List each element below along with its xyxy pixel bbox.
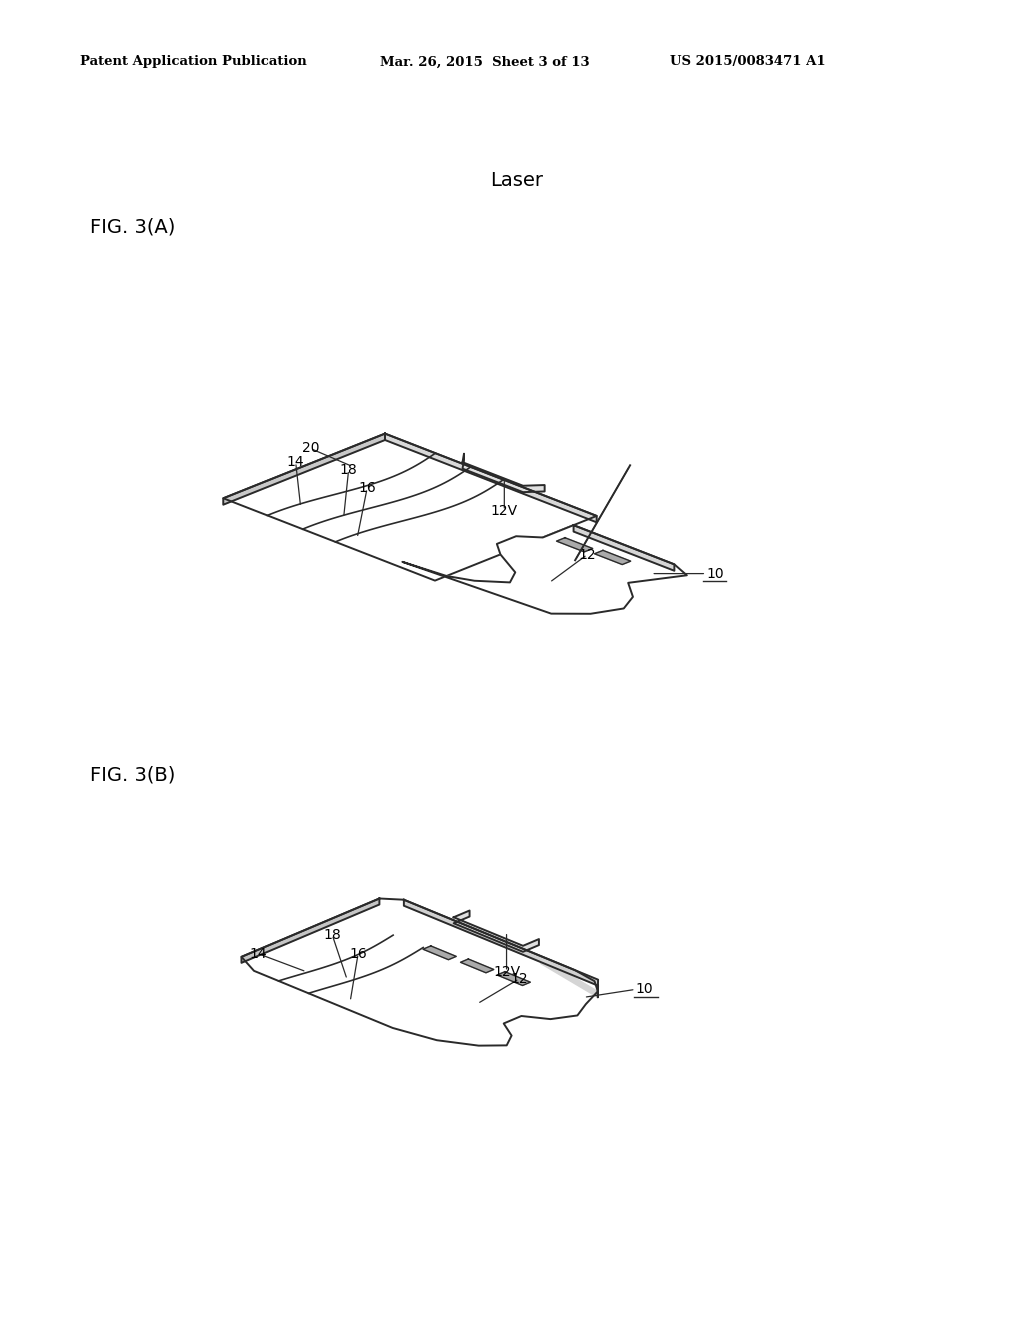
Polygon shape [402, 525, 687, 614]
Text: 12V: 12V [493, 965, 520, 978]
Text: 14: 14 [287, 455, 304, 469]
Polygon shape [541, 957, 598, 998]
Polygon shape [556, 537, 593, 552]
Polygon shape [454, 911, 539, 952]
Text: 12V: 12V [490, 504, 518, 517]
Text: 14: 14 [250, 946, 267, 961]
Text: US 2015/0083471 A1: US 2015/0083471 A1 [670, 55, 825, 69]
Polygon shape [461, 960, 494, 973]
Text: 16: 16 [358, 482, 376, 495]
Text: 18: 18 [340, 463, 357, 477]
Polygon shape [385, 433, 597, 523]
Polygon shape [573, 525, 675, 570]
Polygon shape [223, 433, 385, 504]
Text: FIG. 3(A): FIG. 3(A) [90, 218, 175, 236]
Polygon shape [403, 900, 598, 998]
Text: 10: 10 [707, 566, 724, 581]
Polygon shape [242, 899, 379, 962]
Polygon shape [463, 454, 545, 492]
Polygon shape [595, 550, 631, 565]
Text: 16: 16 [349, 946, 367, 961]
Text: 10: 10 [636, 982, 653, 997]
Text: 12: 12 [511, 972, 528, 986]
Text: FIG. 3(B): FIG. 3(B) [90, 766, 175, 784]
Text: Mar. 26, 2015  Sheet 3 of 13: Mar. 26, 2015 Sheet 3 of 13 [380, 55, 590, 69]
Text: 18: 18 [324, 928, 341, 941]
Text: 20: 20 [302, 441, 319, 455]
Polygon shape [223, 433, 597, 581]
Text: Patent Application Publication: Patent Application Publication [80, 55, 307, 69]
Polygon shape [423, 946, 457, 960]
Text: Laser: Laser [490, 170, 543, 190]
Polygon shape [242, 899, 598, 1045]
Polygon shape [497, 972, 530, 986]
Text: 12: 12 [579, 548, 596, 561]
